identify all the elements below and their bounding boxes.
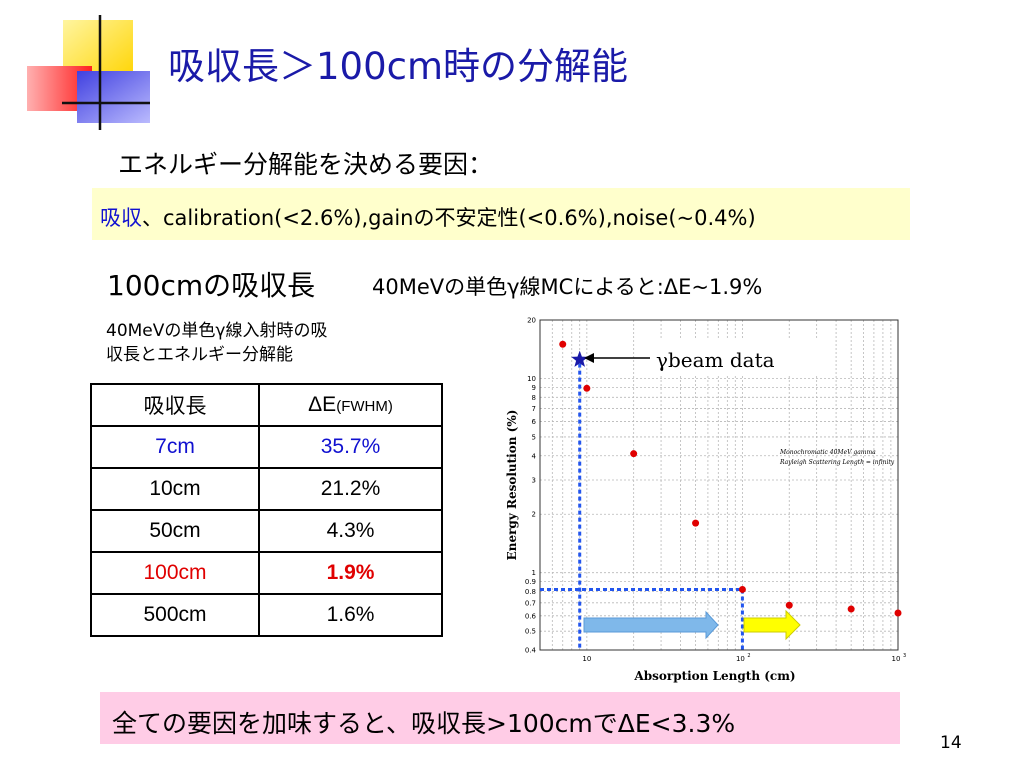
y-tick-label: 0.5 xyxy=(525,628,536,636)
data-point xyxy=(894,609,902,617)
data-point xyxy=(738,585,746,593)
data-point xyxy=(583,384,591,392)
table-caption: 40MeVの単色γ線入射時の吸 収長とエネルギー分解能 xyxy=(106,319,327,367)
table-cell-length: 500cm xyxy=(90,593,260,637)
x-tick-label: 10 xyxy=(892,655,901,663)
slide-title: 吸収長＞100cm時の分解能 xyxy=(168,45,629,88)
table-header-delta-e: ΔE xyxy=(308,393,337,416)
table-row: 10cm 21.2% xyxy=(90,467,443,511)
table-row: 50cm 4.3% xyxy=(90,509,443,553)
y-tick-label: 1 xyxy=(532,569,536,577)
data-point xyxy=(559,340,567,348)
data-point xyxy=(630,450,638,458)
y-tick-label: 5 xyxy=(532,433,536,441)
table-row: 100cm 1.9% xyxy=(90,551,443,595)
range-arrows xyxy=(583,609,801,641)
blue-arrow xyxy=(583,610,719,640)
subtitle: エネルギー分解能を決める要因： xyxy=(118,150,494,179)
resolution-table: 吸収長 ΔE(FWHM) 7cm 35.7% 10cm 21.2% 50cm 4… xyxy=(90,383,443,637)
y-tick-label: 8 xyxy=(532,394,536,402)
y-axis-label: Energy Resolution (%) xyxy=(505,410,519,561)
table-cell-length: 10cm xyxy=(90,467,260,511)
table-cell-resolution: 1.6% xyxy=(258,593,443,637)
table-cell-length: 7cm xyxy=(90,425,260,469)
table-header-fwhm: (FWHM) xyxy=(336,398,393,415)
x-tick-label: 10 xyxy=(736,655,745,663)
beam-label: γbeam data xyxy=(656,348,775,372)
factors-text: 吸収、calibration(<2.6%),gainの不安定性(<0.6%),n… xyxy=(100,202,756,232)
table-cell-resolution: 4.3% xyxy=(258,509,443,553)
factors-rest: 、calibration(<2.6%),gainの不安定性(<0.6%),noi… xyxy=(142,206,756,230)
x-tick-label: 10 xyxy=(582,655,591,663)
y-tick-label: 6 xyxy=(532,418,537,426)
data-points xyxy=(559,340,902,617)
table-caption-line2: 収長とエネルギー分解能 xyxy=(106,345,293,365)
data-point xyxy=(785,601,793,609)
table-row: 500cm 1.6% xyxy=(90,593,443,637)
logo-blue-block xyxy=(77,71,150,123)
y-tick-label: 0.7 xyxy=(525,599,536,607)
table-header-length: 吸収長 xyxy=(90,383,260,427)
beam-annotation xyxy=(571,350,589,367)
y-tick-label: 7 xyxy=(532,405,536,413)
table-cell-length: 50cm xyxy=(90,509,260,553)
x-axis-label: Absorption Length (cm) xyxy=(633,669,795,683)
beam-star-icon xyxy=(571,350,589,367)
table-header-resolution: ΔE(FWHM) xyxy=(258,383,443,427)
y-tick-label: 9 xyxy=(532,384,536,392)
table-caption-line1: 40MeVの単色γ線入射時の吸 xyxy=(106,321,328,341)
mc-note: 40MeVの単色γ線MCによると:ΔE~1.9% xyxy=(372,275,763,299)
yellow-arrow xyxy=(743,609,801,641)
data-point xyxy=(692,519,700,527)
heading-100cm: 100cmの吸収長 xyxy=(107,269,316,302)
table-cell-resolution: 21.2% xyxy=(258,467,443,511)
y-tick-label: 4 xyxy=(532,452,537,460)
table-row: 7cm 35.7% xyxy=(90,425,443,469)
page-number: 14 xyxy=(940,733,962,753)
conclusion-box xyxy=(100,692,900,744)
factors-highlight-box xyxy=(92,188,910,240)
y-tick-label: 20 xyxy=(527,317,536,325)
data-point xyxy=(847,605,855,613)
x-tick-labels: 10 10 2 10 3 xyxy=(582,653,906,663)
table-cell-resolution: 35.7% xyxy=(258,425,443,469)
y-tick-label: 0.4 xyxy=(525,647,537,655)
y-tick-label: 2 xyxy=(532,511,536,519)
y-tick-label: 0.9 xyxy=(525,578,536,586)
logo-decoration xyxy=(27,15,150,130)
x-tick-label: 3 xyxy=(903,653,906,659)
table-header-row: 吸収長 ΔE(FWHM) xyxy=(90,383,443,427)
table-cell-resolution: 1.9% xyxy=(258,551,443,595)
y-tick-label: 3 xyxy=(532,477,536,485)
legend-line1: Monochromatic 40MeV gamma xyxy=(779,449,876,456)
y-tick-labels: 20 109 8 7 6 5 4 3 2 10.9 0.8 0.7 0.6 0.5 0.4 xyxy=(525,317,537,655)
y-tick-label: 10 xyxy=(527,375,536,383)
conclusion-text: 全ての要因を加味すると、吸収長>100cmでΔE<3.3% xyxy=(112,709,736,738)
y-tick-label: 0.8 xyxy=(525,588,536,596)
factors-absorption: 吸収 xyxy=(100,206,142,230)
table-cell-length: 100cm xyxy=(90,551,260,595)
legend-line2: Rayleigh Scattering Length = infinity xyxy=(779,459,895,466)
x-tick-label: 2 xyxy=(747,653,750,659)
guide-lines xyxy=(540,363,744,650)
y-tick-label: 0.6 xyxy=(525,612,537,620)
